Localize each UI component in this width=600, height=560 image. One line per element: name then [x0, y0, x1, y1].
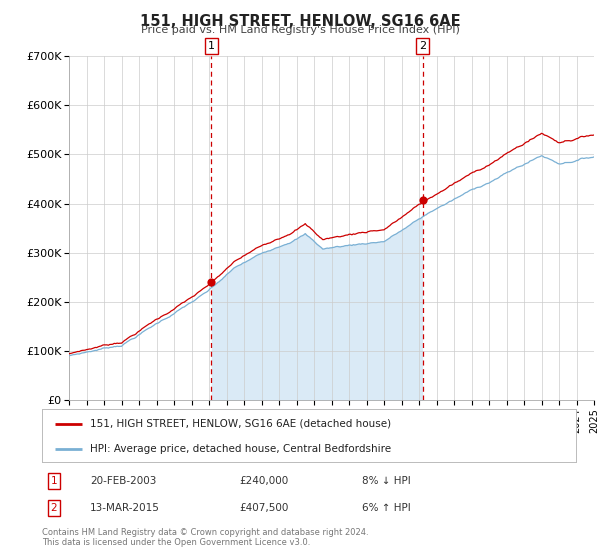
Text: 6% ↑ HPI: 6% ↑ HPI — [362, 503, 411, 513]
Point — [418, 195, 427, 204]
Text: 2: 2 — [50, 503, 57, 513]
Point — [206, 278, 216, 287]
Text: 151, HIGH STREET, HENLOW, SG16 6AE (detached house): 151, HIGH STREET, HENLOW, SG16 6AE (deta… — [90, 419, 391, 429]
Text: 1: 1 — [208, 41, 215, 51]
Text: £407,500: £407,500 — [239, 503, 289, 513]
Text: 20-FEB-2003: 20-FEB-2003 — [90, 475, 157, 486]
Text: 13-MAR-2015: 13-MAR-2015 — [90, 503, 160, 513]
Text: £240,000: £240,000 — [239, 475, 289, 486]
Text: Price paid vs. HM Land Registry's House Price Index (HPI): Price paid vs. HM Land Registry's House … — [140, 25, 460, 35]
Text: 2: 2 — [419, 41, 426, 51]
Text: 151, HIGH STREET, HENLOW, SG16 6AE: 151, HIGH STREET, HENLOW, SG16 6AE — [140, 14, 460, 29]
Text: Contains HM Land Registry data © Crown copyright and database right 2024.: Contains HM Land Registry data © Crown c… — [42, 528, 368, 536]
Text: HPI: Average price, detached house, Central Bedfordshire: HPI: Average price, detached house, Cent… — [90, 444, 391, 454]
Text: This data is licensed under the Open Government Licence v3.0.: This data is licensed under the Open Gov… — [42, 538, 310, 547]
Text: 1: 1 — [50, 475, 57, 486]
Text: 8% ↓ HPI: 8% ↓ HPI — [362, 475, 411, 486]
